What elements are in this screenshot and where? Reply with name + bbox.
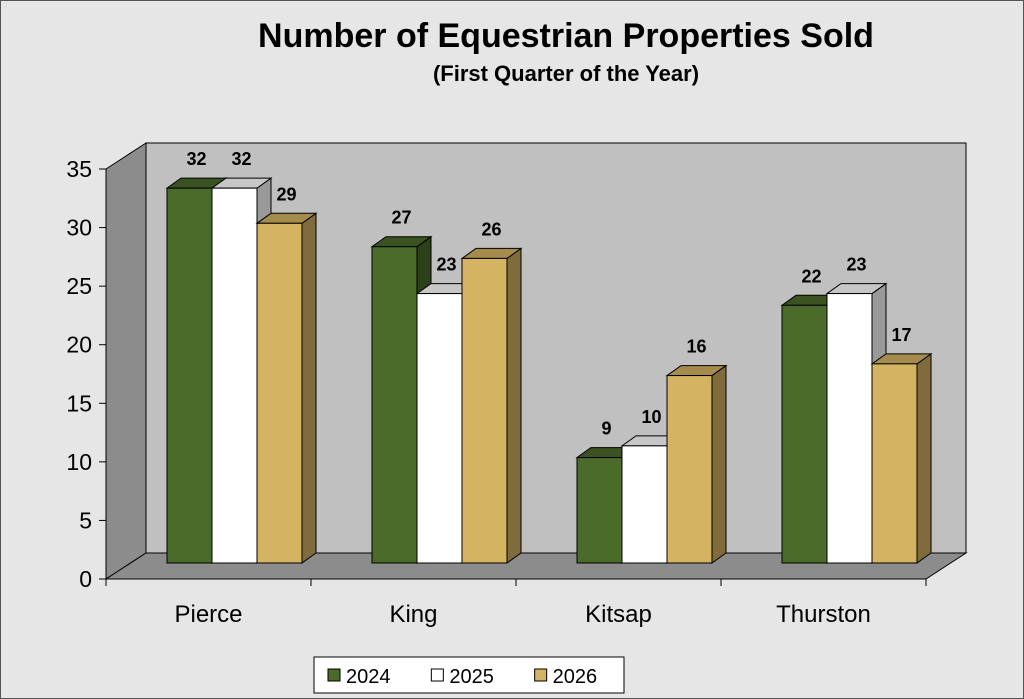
bar-2024 <box>166 187 213 564</box>
legend-swatch-2025 <box>430 668 444 682</box>
legend-label: 2024 <box>346 666 391 688</box>
y-axis: 0 5 10 15 20 25 30 35 <box>66 156 107 592</box>
y-tick-label: 35 <box>66 156 92 182</box>
data-label: 10 <box>641 407 661 427</box>
y-tick-label: 15 <box>66 390 92 416</box>
y-tick-label: 5 <box>79 507 92 533</box>
bar-2025 <box>621 445 668 564</box>
category-label: Kitsap <box>585 601 652 628</box>
data-label: 26 <box>481 219 501 239</box>
bar-side-2026 <box>301 212 317 564</box>
bar-2025 <box>211 187 258 564</box>
bar-2024 <box>576 457 623 564</box>
legend-swatch-2024 <box>327 668 341 682</box>
data-label: 23 <box>846 255 866 275</box>
legend-label: 2026 <box>553 666 598 688</box>
category-label: King <box>389 601 437 628</box>
legend-label: 2025 <box>449 666 494 688</box>
category-label: Thurston <box>776 601 871 628</box>
chart-subtitle: (First Quarter of the Year) <box>433 61 699 86</box>
data-label: 23 <box>436 255 456 275</box>
data-label: 22 <box>801 266 821 286</box>
data-label: 32 <box>186 149 206 169</box>
y-tick-label: 25 <box>66 273 92 299</box>
y-tick-label: 20 <box>66 332 92 358</box>
bar-2025 <box>416 293 463 564</box>
legend-box <box>313 656 625 694</box>
bar-2025 <box>826 293 873 564</box>
y-tick-label: 10 <box>66 449 92 475</box>
data-label: 9 <box>601 419 611 439</box>
data-label: 29 <box>276 184 296 204</box>
y-tick-label: 30 <box>66 215 92 241</box>
bar-2026 <box>871 363 918 564</box>
data-label: 16 <box>686 337 706 357</box>
data-label: 17 <box>891 325 911 345</box>
bar-side-2026 <box>506 247 522 564</box>
data-label: 27 <box>391 208 411 228</box>
bar-2026 <box>666 375 713 564</box>
bar-side-2026 <box>711 364 727 564</box>
bar-2024 <box>371 246 418 564</box>
bar-2024 <box>781 304 828 564</box>
x-axis: Pierce King Kitsap Thurston <box>105 578 927 628</box>
bar-2026 <box>461 257 508 564</box>
bars: 32 32 29 27 23 26 9 10 16 22 23 17 <box>165 149 933 564</box>
bar-2026 <box>256 222 303 564</box>
y-tick-label: 0 <box>79 566 92 592</box>
side-wall <box>105 142 147 580</box>
chart-title: Number of Equestrian Properties Sold <box>258 17 874 55</box>
legend-swatch-2026 <box>534 668 548 682</box>
data-label: 32 <box>231 149 251 169</box>
category-label: Pierce <box>174 601 242 628</box>
legend: 2024 2025 2026 <box>313 656 625 694</box>
bar-side-2026 <box>916 352 932 564</box>
